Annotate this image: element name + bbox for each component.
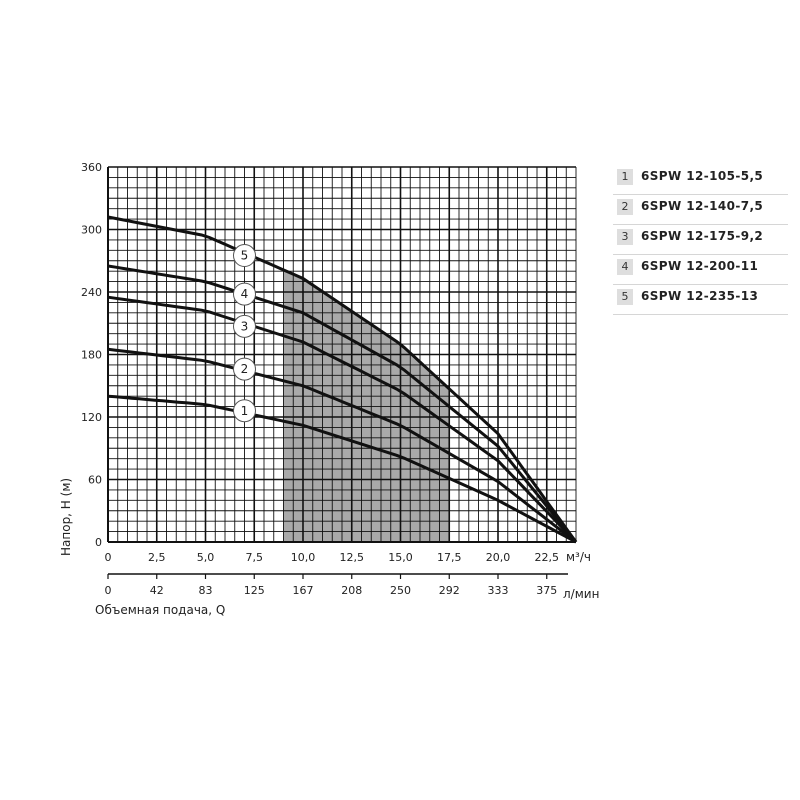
y-tick-label: 300 xyxy=(81,224,102,237)
x-tick-label: 22,5 xyxy=(535,551,560,564)
x2-tick-label: 167 xyxy=(293,584,314,597)
x2-tick-label: 0 xyxy=(105,584,112,597)
x-axis-unit: м³/ч xyxy=(566,550,591,564)
legend-label: 6SPW 12-140-7,5 xyxy=(641,199,764,213)
x2-tick-label: 250 xyxy=(390,584,411,597)
x2-tick-label: 333 xyxy=(488,584,509,597)
x-tick-label: 7,5 xyxy=(246,551,264,564)
legend-number: 4 xyxy=(617,259,633,275)
legend-item-4: 4 6SPW 12-200-11 xyxy=(613,255,788,285)
x2-tick-label: 375 xyxy=(536,584,557,597)
curve-label-marker-4 xyxy=(233,282,256,306)
curve-label-marker-2 xyxy=(233,357,256,381)
curve-label-1: 1 xyxy=(241,404,249,418)
x-tick-label: 5,0 xyxy=(197,551,215,564)
curve-label-2: 2 xyxy=(241,362,249,376)
x2-tick-label: 208 xyxy=(341,584,362,597)
x-tick-label: 20,0 xyxy=(486,551,511,564)
x2-tick-label: 42 xyxy=(150,584,164,597)
x-axis-title: Объемная подача, Q xyxy=(95,603,225,617)
y-tick-label: 240 xyxy=(81,286,102,299)
shaded-operating-range xyxy=(283,269,450,542)
x-tick-label: 10,0 xyxy=(291,551,316,564)
x-tick-label: 0 xyxy=(105,551,112,564)
legend-number: 1 xyxy=(617,169,633,185)
legend-number: 2 xyxy=(617,199,633,215)
y-axis-title: Напор, H (м) xyxy=(59,478,73,556)
x-tick-label: 12,5 xyxy=(340,551,365,564)
legend-label: 6SPW 12-235-13 xyxy=(641,289,759,303)
curve-series-5 xyxy=(107,215,578,543)
curve-label-5: 5 xyxy=(241,249,249,263)
x-tick-label: 15,0 xyxy=(388,551,413,564)
legend-label: 6SPW 12-105-5,5 xyxy=(641,169,764,183)
legend-label: 6SPW 12-175-9,2 xyxy=(641,229,764,243)
x-tick-label: 2,5 xyxy=(148,551,166,564)
x2-axis-unit: л/мин xyxy=(563,587,599,601)
legend-label: 6SPW 12-200-11 xyxy=(641,259,759,273)
curve-series-2 xyxy=(107,347,577,544)
curve-label-4: 4 xyxy=(241,287,249,301)
x2-tick-label: 83 xyxy=(199,584,213,597)
curve-label-marker-1 xyxy=(233,399,256,423)
curve-series-3 xyxy=(107,295,578,544)
x2-tick-label: 125 xyxy=(244,584,265,597)
y-tick-label: 180 xyxy=(81,349,102,362)
shaded-operating-range-layer xyxy=(283,269,450,542)
legend-item-3: 3 6SPW 12-175-9,2 xyxy=(613,225,788,255)
curves-layer: 1 2 3 4 5 xyxy=(107,215,578,544)
y-tick-label: 120 xyxy=(81,411,102,424)
x-tick-label: 17,5 xyxy=(437,551,462,564)
curve-label-3: 3 xyxy=(241,319,249,333)
curve-label-marker-5 xyxy=(233,244,256,268)
legend-item-1: 1 6SPW 12-105-5,5 xyxy=(613,165,788,195)
y-tick-label: 360 xyxy=(81,161,102,174)
y-tick-label: 0 xyxy=(95,536,102,549)
legend-item-2: 2 6SPW 12-140-7,5 xyxy=(613,195,788,225)
legend-number: 3 xyxy=(617,229,633,245)
curve-series-1 xyxy=(107,394,577,544)
x2-tick-label: 292 xyxy=(439,584,460,597)
y-tick-label: 60 xyxy=(88,474,102,487)
legend-number: 5 xyxy=(617,289,633,305)
curve-label-marker-3 xyxy=(233,314,256,338)
legend-item-5: 5 6SPW 12-235-13 xyxy=(613,285,788,315)
legend: 1 6SPW 12-105-5,5 2 6SPW 12-140-7,5 3 6S… xyxy=(613,165,788,315)
curve-series-4 xyxy=(107,264,578,543)
